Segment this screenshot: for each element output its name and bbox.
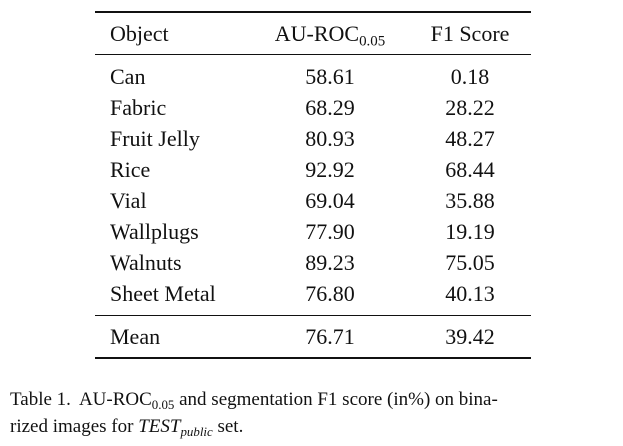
auroc-cell: 76.71	[305, 324, 355, 349]
header-auroc-main: AU-ROC	[274, 21, 360, 46]
f1-cell: 48.27	[445, 126, 495, 151]
auroc-cell: 69.04	[305, 188, 355, 213]
caption-metric-sub: 0.05	[151, 396, 175, 412]
object-cell: Rice	[110, 157, 151, 182]
auroc-cell: 58.61	[305, 64, 355, 89]
f1-cell: 68.44	[445, 157, 495, 182]
auroc-cell: 77.90	[305, 219, 355, 244]
bottom-rule	[95, 357, 531, 359]
object-cell: Vial	[110, 188, 147, 213]
object-cell: Can	[110, 64, 146, 89]
auroc-cell: 80.93	[305, 126, 355, 151]
object-cell: Fruit Jelly	[110, 126, 200, 151]
auroc-cell: 92.92	[305, 157, 355, 182]
caption-line-2: rized images for TESTpublic set.	[10, 416, 243, 438]
header-rule	[95, 54, 531, 55]
f1-cell: 75.05	[445, 250, 495, 275]
caption-line-1: Table 1. AU-ROC0.05 and segmentation F1 s…	[10, 389, 498, 411]
caption-metric: AU-ROC	[78, 389, 152, 410]
caption-text: set.	[212, 416, 244, 437]
object-cell: Walnuts	[110, 250, 182, 275]
auroc-cell: 89.23	[305, 250, 355, 275]
caption-text: and segmentation F1 score (in%) on bina-	[174, 389, 498, 410]
header-object: Object	[110, 21, 169, 46]
object-cell: Sheet Metal	[110, 281, 216, 306]
object-cell: Fabric	[110, 95, 167, 120]
f1-cell: 40.13	[445, 281, 495, 306]
f1-cell: 0.18	[450, 64, 490, 89]
caption-text: rized images for	[10, 416, 139, 437]
f1-cell: 39.42	[445, 324, 495, 349]
auroc-cell: 76.80	[305, 281, 355, 306]
f1-cell: 19.19	[445, 219, 495, 244]
header-auroc-sub: 0.05	[359, 33, 386, 50]
mean-rule	[95, 315, 531, 316]
object-cell: Mean	[110, 324, 161, 349]
auroc-cell: 68.29	[305, 95, 355, 120]
caption-label: Table 1.	[10, 389, 71, 410]
header-f1: F1 Score	[430, 21, 510, 46]
top-rule	[95, 11, 531, 13]
header-auroc: AU-ROC0.05	[250, 21, 410, 50]
caption-set: TEST	[138, 416, 181, 437]
caption-set-sub: public	[180, 423, 213, 439]
object-cell: Wallplugs	[110, 219, 199, 244]
f1-cell: 28.22	[445, 95, 495, 120]
f1-cell: 35.88	[445, 188, 495, 213]
